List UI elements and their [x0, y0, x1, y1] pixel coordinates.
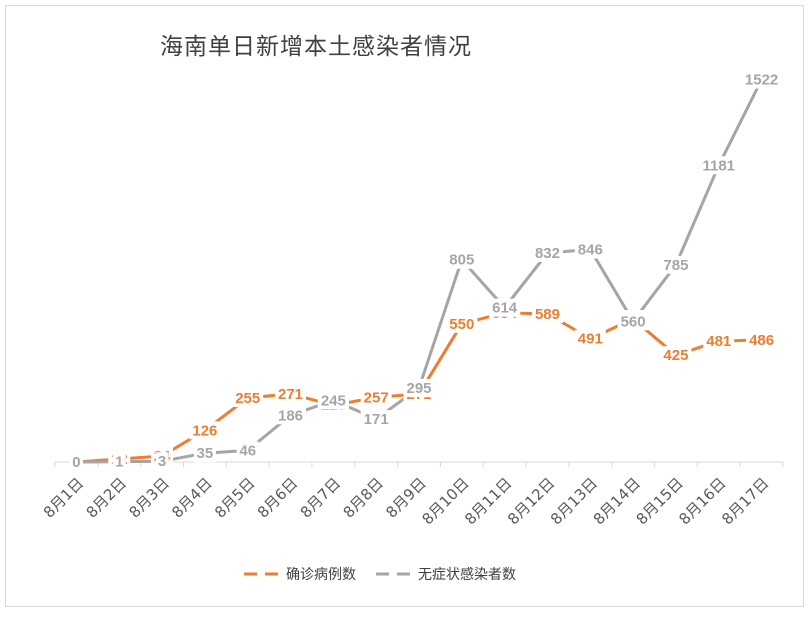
x-tick-label: 8月1日: [40, 474, 87, 521]
data-label-confirmed: 481: [706, 333, 731, 350]
x-tick-label: 8月6日: [254, 474, 301, 521]
data-label-bg: [193, 444, 216, 463]
data-label-bg: [275, 384, 307, 403]
data-label-bg: [741, 70, 782, 89]
data-label-asymptomatic: 832: [535, 245, 560, 262]
data-label-asymptomatic: 245: [321, 392, 346, 409]
data-label-asymptomatic: 171: [364, 411, 389, 428]
data-label-bg: [275, 406, 307, 425]
x-tick-label: 8月8日: [340, 474, 387, 521]
data-label-asymptomatic: 186: [278, 407, 303, 424]
data-label-bg: [317, 391, 349, 410]
data-label-bg: [232, 388, 264, 407]
data-label-bg: [574, 240, 606, 259]
data-label-asymptomatic: 805: [449, 252, 474, 269]
data-label-asymptomatic: 3: [158, 453, 166, 470]
data-label-bg: [574, 329, 606, 348]
data-label-bg: [236, 441, 259, 460]
data-label-asymptomatic: 846: [578, 241, 603, 258]
data-label-asymptomatic: 1: [115, 454, 123, 471]
data-label-bg: [360, 388, 392, 407]
data-label-asymptomatic: 46: [239, 442, 256, 459]
data-label-confirmed: 255: [235, 390, 260, 407]
data-label-bg: [746, 330, 778, 349]
x-tick-label: 8月2日: [83, 474, 130, 521]
data-label-asymptomatic: 614: [492, 300, 518, 317]
data-label-confirmed: 126: [192, 422, 217, 439]
data-label-bg: [69, 453, 83, 471]
x-tick-label: 8月5日: [211, 474, 258, 521]
x-tick-labels: 8月1日8月2日8月3日8月4日8月5日8月6日8月7日8月8日8月9日8月10…: [40, 474, 773, 528]
data-label-bg: [531, 305, 563, 324]
data-label-bg: [155, 452, 169, 471]
data-labels: 0122412625527122625727155059458949156942…: [69, 70, 782, 471]
data-label-bg: [660, 346, 692, 365]
data-label-bg: [446, 314, 478, 333]
data-label-confirmed: 550: [449, 316, 474, 333]
x-tick-label: 8月4日: [168, 474, 215, 521]
data-label-confirmed: 271: [278, 386, 303, 403]
series-lines: [76, 78, 763, 464]
data-label-asymptomatic: 295: [406, 380, 431, 397]
legend-label-0: 确诊病例数: [286, 567, 356, 583]
data-label-asymptomatic: 560: [621, 313, 646, 330]
data-label-bg: [360, 410, 392, 429]
series-line-1: [76, 78, 763, 464]
data-label-confirmed: 491: [578, 331, 603, 348]
data-label-confirmed: 257: [364, 389, 389, 406]
data-label-bg: [531, 243, 563, 262]
data-label-bg: [403, 378, 435, 397]
data-label-bg: [112, 452, 126, 471]
data-label-bg: [446, 250, 478, 269]
data-label-bg: [703, 332, 735, 351]
data-label-bg: [189, 421, 221, 440]
data-label-confirmed: 486: [749, 332, 774, 349]
data-label-asymptomatic: 785: [663, 257, 688, 274]
data-label-bg: [698, 156, 739, 175]
x-tick-label: 8月3日: [125, 474, 172, 521]
x-tick-label: 8月17日: [718, 474, 772, 528]
data-label-asymptomatic: 0: [72, 454, 80, 471]
chart-frame: [5, 5, 804, 607]
data-label-bg: [660, 255, 692, 274]
data-label-asymptomatic: 35: [197, 445, 214, 462]
data-label-asymptomatic: 1181: [702, 157, 735, 174]
legend: 确诊病例数 无症状感染者数: [244, 566, 516, 583]
chart-title: 海南单日新增本土感染者情况: [160, 34, 472, 60]
legend-label-1: 无症状感染者数: [418, 566, 516, 583]
data-label-confirmed: 425: [663, 347, 688, 364]
data-label-confirmed: 589: [535, 306, 560, 323]
data-label-asymptomatic: 1522: [745, 72, 778, 89]
x-tick-label: 8月7日: [297, 474, 344, 521]
x-axis: [54, 461, 784, 467]
data-label-bg: [489, 298, 521, 317]
data-label-bg: [617, 312, 649, 331]
